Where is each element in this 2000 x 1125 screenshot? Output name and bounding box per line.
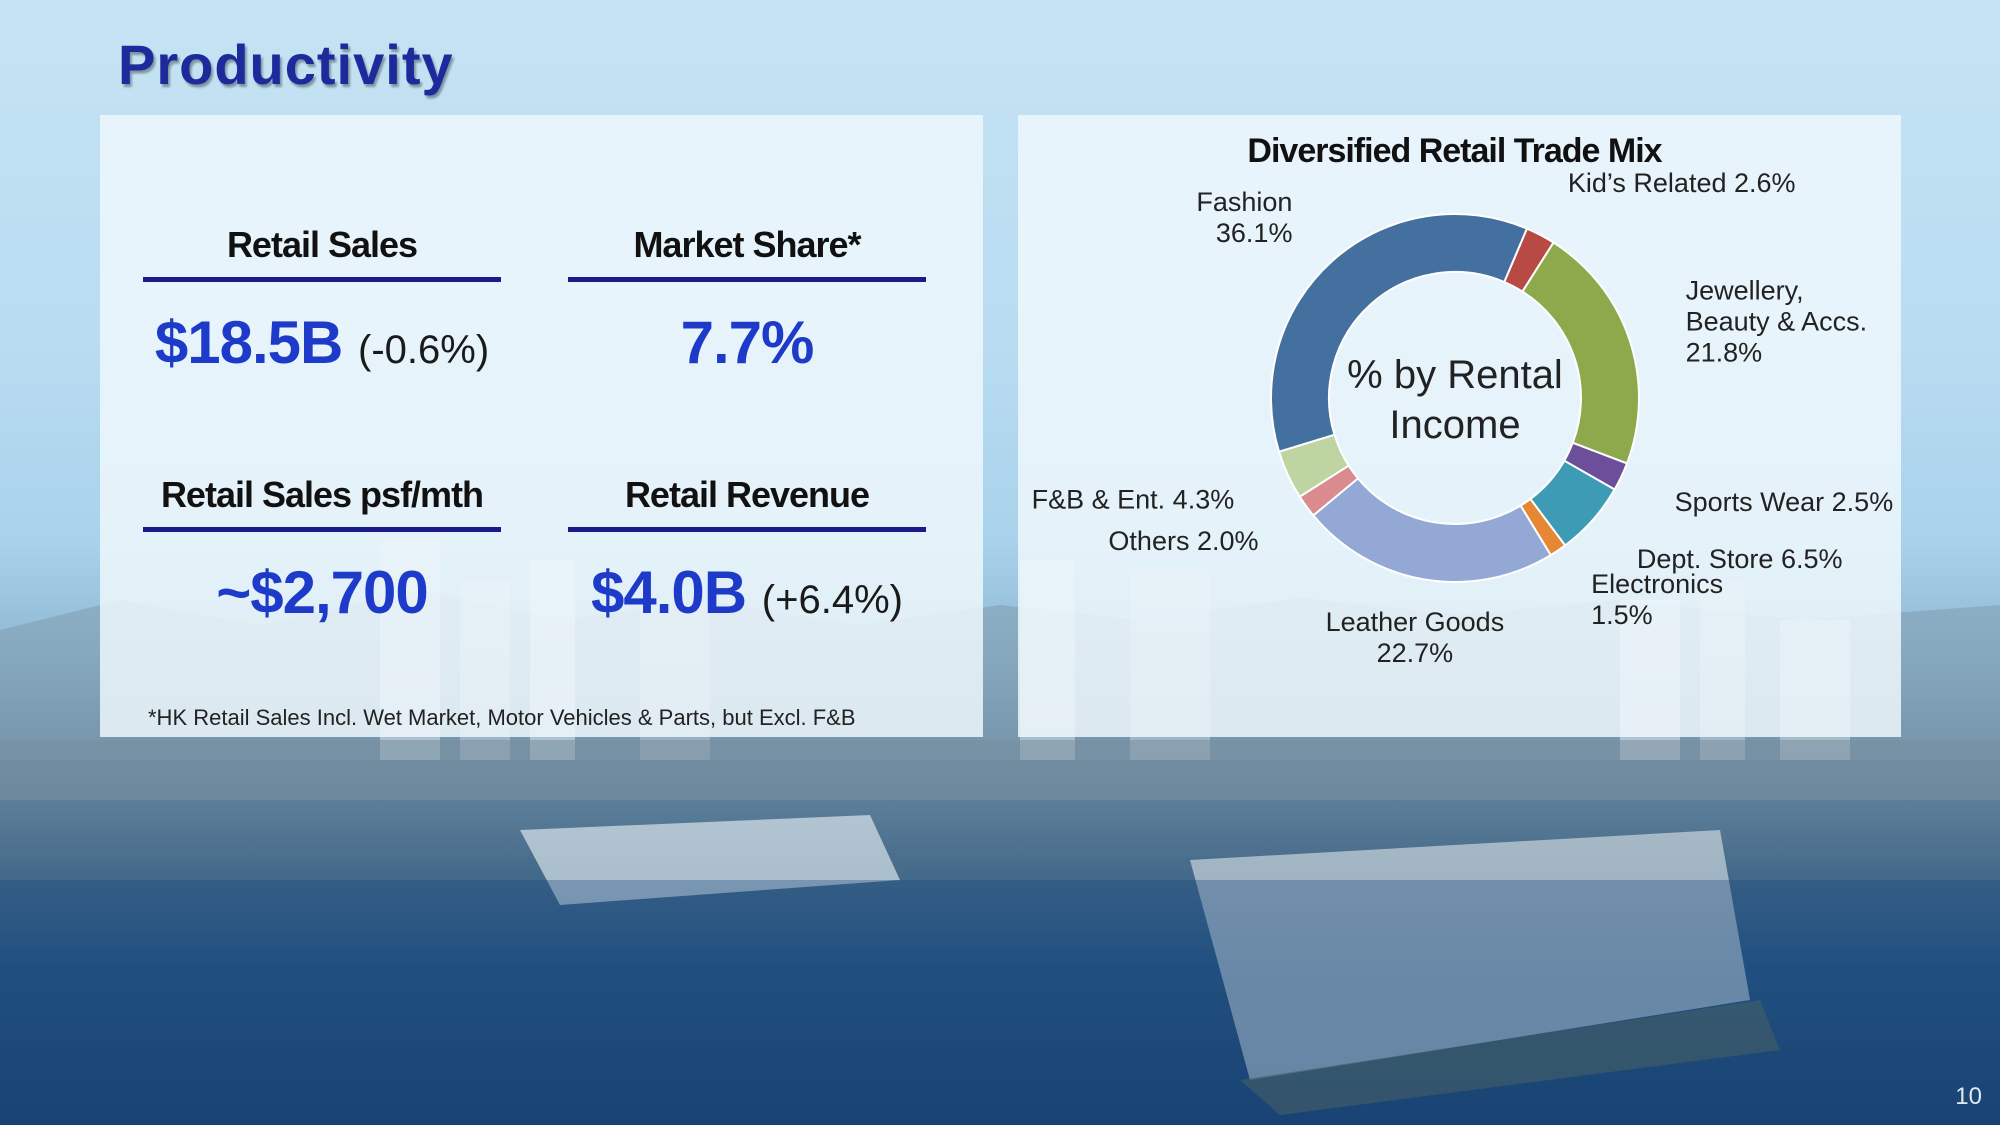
metric-value-number: 7.7% bbox=[680, 309, 815, 376]
donut-slice-label-line: Others 2.0% bbox=[1108, 526, 1258, 556]
donut-slice-label-line: Jewellery, bbox=[1686, 275, 1804, 305]
metric-market-share: Market Share* 7.7% bbox=[568, 221, 926, 377]
donut-slice-label-line: 22.7% bbox=[1377, 638, 1454, 668]
metric-label: Market Share* bbox=[568, 221, 926, 282]
metric-value-number: $4.0B bbox=[591, 559, 747, 626]
metric-change: (+6.4%) bbox=[761, 578, 903, 622]
donut-slice-label: Leather Goods 22.7% bbox=[1326, 607, 1505, 668]
chart-center-label-line1: % by Rental bbox=[1347, 353, 1563, 397]
metric-label: Retail Sales bbox=[143, 221, 501, 282]
donut-slice-label-line: F&B & Ent. 4.3% bbox=[1032, 485, 1235, 515]
donut-slice-label: Dept. Store 6.5% bbox=[1637, 544, 1843, 574]
metrics-panel bbox=[100, 115, 983, 737]
donut-slice-label: Kid’s Related 2.6% bbox=[1568, 168, 1796, 198]
donut-slice-label-line: Electronics bbox=[1591, 569, 1723, 599]
donut-slice-label: Electronics 1.5% bbox=[1591, 569, 1723, 630]
page-number: 10 bbox=[1955, 1083, 1982, 1110]
metric-value-number: ~$2,700 bbox=[216, 559, 429, 626]
slide-title: Productivity bbox=[118, 33, 454, 96]
donut-slice-label: Fashion 36.1% bbox=[1196, 187, 1292, 248]
donut-slice-label-line: Fashion bbox=[1196, 187, 1292, 217]
donut-slice-label-line: 21.8% bbox=[1686, 337, 1763, 367]
chart-center-label-line2: Income bbox=[1389, 403, 1520, 447]
metric-value-number: $18.5B bbox=[154, 309, 343, 376]
donut-slice-label: F&B & Ent. 4.3% bbox=[1032, 485, 1235, 515]
metric-label: Retail Revenue bbox=[568, 471, 926, 532]
donut-slice-label-line: Leather Goods bbox=[1326, 607, 1505, 637]
metric-change: (-0.6%) bbox=[358, 328, 490, 372]
donut-slice-label-line: Kid’s Related 2.6% bbox=[1568, 168, 1796, 198]
donut-slice-label-line: Sports Wear 2.5% bbox=[1675, 487, 1894, 517]
donut-slice-label: Jewellery, Beauty & Accs. 21.8% bbox=[1686, 275, 1868, 367]
chart-title: Diversified Retail Trade Mix bbox=[1247, 132, 1662, 170]
donut-slice bbox=[1311, 476, 1553, 583]
donut-slice-label-line: Dept. Store 6.5% bbox=[1637, 544, 1843, 574]
metric-value: $4.0B (+6.4%) bbox=[568, 558, 926, 627]
metric-label: Retail Sales psf/mth bbox=[143, 471, 501, 532]
donut-slice-label: Sports Wear 2.5% bbox=[1675, 487, 1894, 517]
donut-slice-label-line: 1.5% bbox=[1591, 600, 1653, 630]
metric-sales-psf: Retail Sales psf/mth ~$2,700 bbox=[143, 471, 501, 627]
metric-retail-revenue: Retail Revenue $4.0B (+6.4%) bbox=[568, 471, 926, 627]
footnote: *HK Retail Sales Incl. Wet Market, Motor… bbox=[148, 705, 856, 730]
donut-slice-label-line: 36.1% bbox=[1216, 218, 1293, 248]
donut-slice-label-line: Beauty & Accs. bbox=[1686, 306, 1868, 336]
donut-slice bbox=[1270, 213, 1529, 453]
donut-slice-label: Others 2.0% bbox=[1108, 526, 1258, 556]
metric-value: $18.5B (-0.6%) bbox=[143, 308, 501, 377]
metric-retail-sales: Retail Sales $18.5B (-0.6%) bbox=[143, 221, 501, 377]
